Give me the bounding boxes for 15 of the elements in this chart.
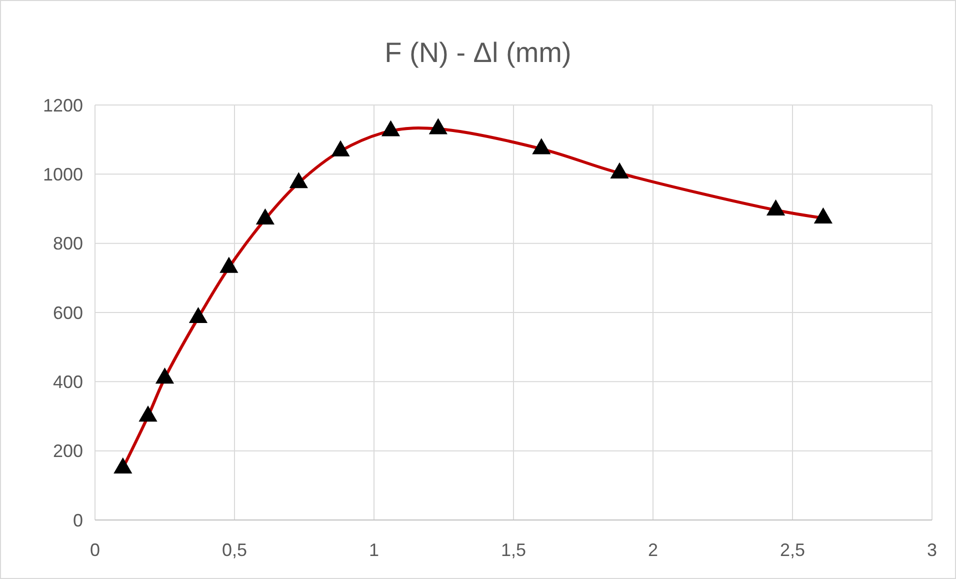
x-tick-label: 2: [648, 540, 658, 560]
y-tick-label: 200: [52, 441, 83, 462]
x-tick-label: 0: [90, 540, 100, 560]
y-tick-label: 1000: [42, 164, 83, 184]
y-tick-label: 0: [72, 510, 83, 530]
x-tick-label: 1: [368, 540, 380, 560]
y-tick-label: 400: [52, 372, 83, 392]
x-tick-label: 3: [926, 540, 938, 560]
chart-title: F (N) - Δl (mm): [384, 37, 572, 68]
y-tick-label: 600: [52, 302, 83, 323]
x-tick-label: 0,5: [222, 540, 248, 560]
y-tick-label: 800: [52, 234, 83, 254]
x-tick-label: 2,5: [780, 540, 806, 560]
x-tick-label: 1,5: [500, 540, 526, 560]
y-tick-label: 1200: [42, 95, 83, 116]
